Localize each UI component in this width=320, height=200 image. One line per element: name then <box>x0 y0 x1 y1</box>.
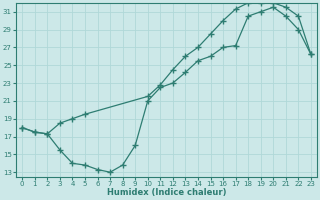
X-axis label: Humidex (Indice chaleur): Humidex (Indice chaleur) <box>107 188 226 197</box>
